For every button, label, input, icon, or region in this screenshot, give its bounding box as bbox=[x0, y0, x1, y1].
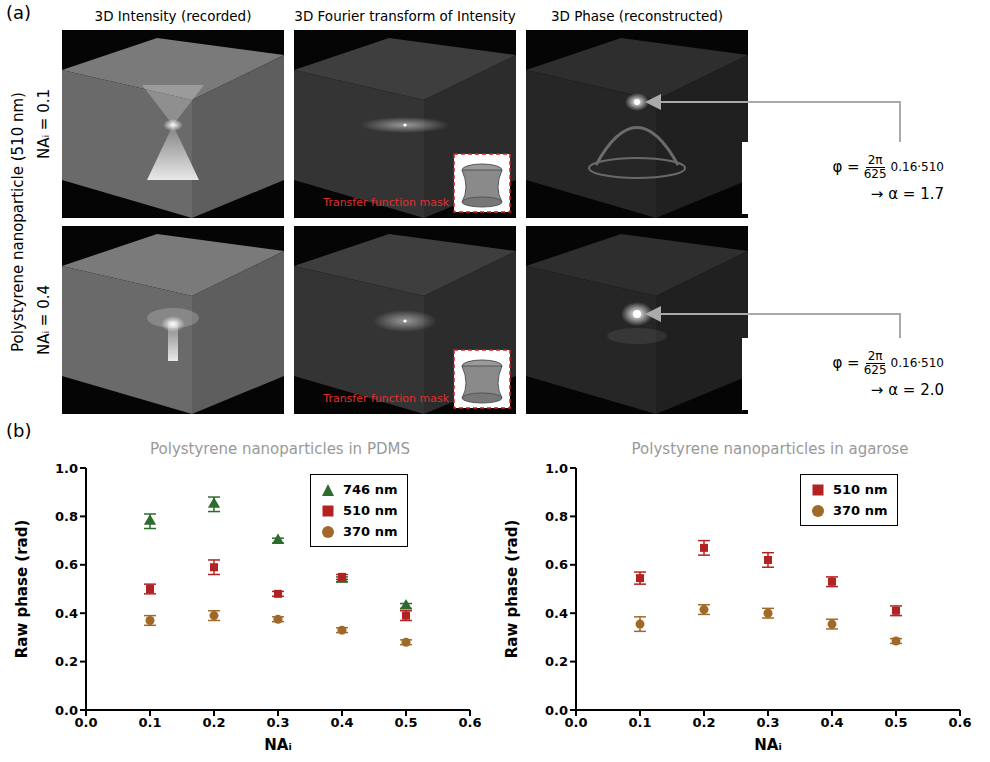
svg-text:0.8: 0.8 bbox=[55, 509, 78, 524]
html-text:→ α = 1.7: → α = 1.7 bbox=[870, 184, 944, 203]
svg-text:0.0: 0.0 bbox=[55, 703, 78, 718]
svg-text:NAᵢ: NAᵢ bbox=[754, 736, 781, 754]
svg-text:0.1: 0.1 bbox=[628, 715, 651, 730]
html-text:370 nm: 370 nm bbox=[833, 503, 888, 518]
svg-text:0.2: 0.2 bbox=[202, 715, 225, 730]
svg-text:0.6: 0.6 bbox=[545, 557, 568, 572]
svg-text:0.3: 0.3 bbox=[756, 715, 779, 730]
svg-text:0.4: 0.4 bbox=[545, 606, 568, 621]
svg-text:0.5: 0.5 bbox=[394, 715, 417, 730]
svg-text:0.2: 0.2 bbox=[545, 654, 568, 669]
svg-text:0.4: 0.4 bbox=[55, 606, 78, 621]
svg-text:0.2: 0.2 bbox=[692, 715, 715, 730]
svg-text:0.6: 0.6 bbox=[948, 715, 971, 730]
svg-text:1.0: 1.0 bbox=[545, 461, 568, 476]
svg-text:Raw phase (rad): Raw phase (rad) bbox=[503, 520, 521, 659]
html-text:510 nm: 510 nm bbox=[833, 482, 888, 497]
html-text:3D Phase (reconstructed): 3D Phase (reconstructed) bbox=[550, 8, 724, 24]
svg-text:Raw phase (rad): Raw phase (rad) bbox=[13, 520, 31, 659]
html-text:2π: 2π bbox=[867, 152, 883, 167]
html-text:3D Intensity (recorded): 3D Intensity (recorded) bbox=[94, 8, 252, 24]
svg-text:0.2: 0.2 bbox=[55, 654, 78, 669]
html-text:→ α = 2.0: → α = 2.0 bbox=[870, 380, 944, 399]
svg-text:1.0: 1.0 bbox=[55, 461, 78, 476]
html-text:Polystyrene nanoparticles in P: Polystyrene nanoparticles in PDMS bbox=[150, 440, 410, 458]
svg-text:0.6: 0.6 bbox=[55, 557, 78, 572]
svg-text:NAᵢ: NAᵢ bbox=[264, 736, 291, 754]
svg-text:0.4: 0.4 bbox=[330, 715, 353, 730]
html-text:746 nm: 746 nm bbox=[343, 482, 398, 497]
svg-text:0.0: 0.0 bbox=[74, 715, 98, 731]
svg-text:0.0: 0.0 bbox=[564, 715, 588, 731]
svg-text:0.4: 0.4 bbox=[820, 715, 843, 730]
svg-text:0.1: 0.1 bbox=[138, 715, 161, 730]
svg-text:0.0: 0.0 bbox=[545, 703, 568, 718]
html-text:625: 625 bbox=[863, 362, 887, 377]
html-text:0.16·510: 0.16·510 bbox=[890, 356, 944, 370]
html-text:φ =: φ = bbox=[832, 158, 860, 176]
html-text:Polystyrene nanoparticles in a: Polystyrene nanoparticles in agarose bbox=[631, 440, 909, 458]
html-text:3D Fourier transform of Intens: 3D Fourier transform of Intensity bbox=[294, 8, 516, 24]
svg-text:0.3: 0.3 bbox=[266, 715, 289, 730]
html-text:625: 625 bbox=[863, 166, 887, 181]
html-text:(a): (a) bbox=[6, 2, 32, 23]
html-text:510 nm: 510 nm bbox=[343, 503, 398, 518]
svg-text:Transfer function mask: Transfer function mask bbox=[322, 196, 449, 209]
html-text:370 nm: 370 nm bbox=[343, 524, 398, 539]
html-text:φ =: φ = bbox=[832, 354, 860, 372]
svg-text:0.6: 0.6 bbox=[458, 715, 481, 730]
svg-text:NAᵢ = 0.4: NAᵢ = 0.4 bbox=[35, 285, 53, 355]
html-text:0.16·510: 0.16·510 bbox=[890, 160, 944, 174]
html-text:2π: 2π bbox=[867, 348, 883, 363]
html-text:(b): (b) bbox=[6, 420, 32, 441]
svg-text:0.5: 0.5 bbox=[884, 715, 907, 730]
svg-text:0.8: 0.8 bbox=[545, 509, 568, 524]
svg-text:Polystyrene nanoparticle (510: Polystyrene nanoparticle (510 nm) bbox=[9, 92, 27, 352]
svg-text:NAᵢ = 0.1: NAᵢ = 0.1 bbox=[35, 89, 53, 159]
svg-text:Transfer function mask: Transfer function mask bbox=[322, 392, 449, 405]
